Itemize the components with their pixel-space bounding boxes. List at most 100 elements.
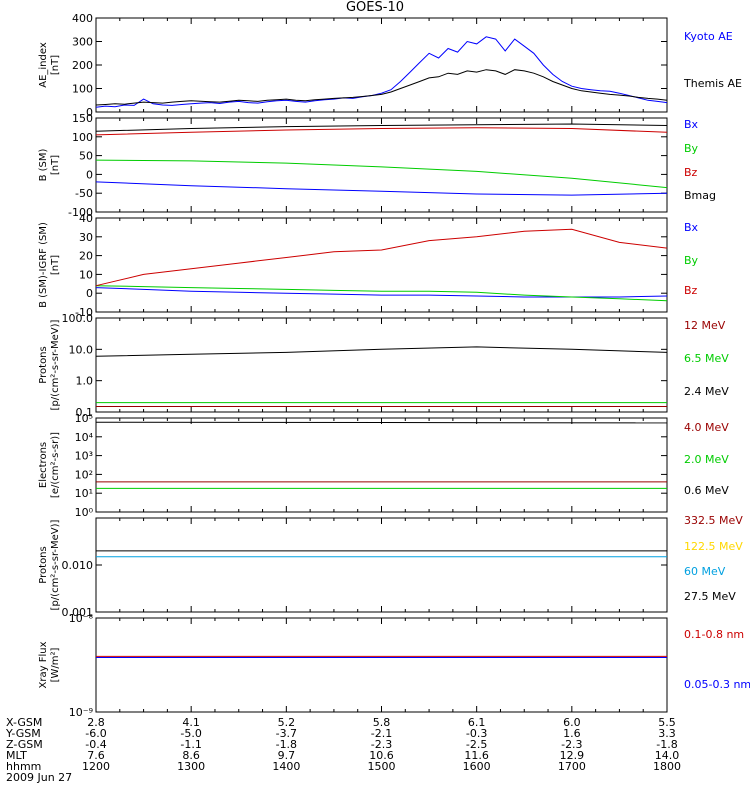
footer-cell: -3.7 xyxy=(276,727,297,740)
legend-label: 2.4 MeV xyxy=(684,385,729,398)
y-tick-label: 300 xyxy=(72,36,93,49)
panel-frame xyxy=(95,317,668,413)
legend-label: Bz xyxy=(684,166,698,179)
y-tick-label: 0 xyxy=(86,287,93,300)
y-tick-label: 10⁵ xyxy=(75,412,93,425)
panel-3: -10 0 10 20 30 40 B (SM)-IGRF (SM) [nT] Bx By Bz xyxy=(38,212,699,319)
legend-label: 27.5 MeV xyxy=(684,590,736,603)
legend-label: Themis AE xyxy=(683,77,742,90)
panel-1: 0 100 200 300 400 AE_index [nT] Kyoto AE Themis … xyxy=(38,12,742,119)
legend-label: 0.6 MeV xyxy=(684,484,729,497)
legend-label: 332.5 MeV xyxy=(684,514,743,527)
y-tick-label: 10³ xyxy=(75,450,93,463)
y-axis-label: Electrons [e/(cm²-s-sr)] xyxy=(38,432,61,498)
y-tick-label: 10 xyxy=(79,268,93,281)
series-line-themis-ae xyxy=(95,69,668,106)
footer-cell: 8.6 xyxy=(182,749,200,762)
y-axis-label-line: Protons xyxy=(38,546,49,583)
footer-date: 2009 Jun 27 xyxy=(6,771,72,784)
y-axis-label-line: [nT] xyxy=(50,155,61,175)
footer-cell: 5.2 xyxy=(278,716,296,729)
y-tick-label: 10⁻⁸ xyxy=(69,612,94,625)
y-tick-label: 30 xyxy=(79,231,93,244)
footer-cell: -1.8 xyxy=(656,738,677,751)
footer-cell: 4.1 xyxy=(182,716,200,729)
footer-cell: 1400 xyxy=(272,760,300,773)
y-tick-label: 200 xyxy=(72,59,93,72)
y-tick-label: 100.0 xyxy=(62,312,94,325)
footer-cell: 14.0 xyxy=(655,749,680,762)
footer-cell: 3.3 xyxy=(658,727,676,740)
footer-row-label: MLT xyxy=(6,749,27,762)
legend-label: Bx xyxy=(684,118,699,131)
footer-cell: -6.0 xyxy=(85,727,106,740)
legend-label: Bmag xyxy=(684,189,716,202)
footer-cell: 1800 xyxy=(653,760,681,773)
y-tick-label: -10 xyxy=(75,306,93,319)
series-line-0-6-mev xyxy=(95,421,668,424)
y-tick-label: 0.1 xyxy=(76,406,94,419)
footer-cell: 1500 xyxy=(368,760,396,773)
y-tick-label: 20 xyxy=(79,250,93,263)
y-axis-label: Protons [p/(cm²-s-sr-MeV)] xyxy=(38,519,61,610)
y-tick-label: 10² xyxy=(75,468,93,481)
footer-cell: 6.1 xyxy=(468,716,486,729)
series-line-bx xyxy=(95,287,668,298)
y-tick-label: -100 xyxy=(68,206,93,219)
y-axis-label: B (SM) [nT] xyxy=(38,148,61,181)
y-tick-label: 40 xyxy=(79,212,93,225)
y-axis-label-line: Protons xyxy=(38,346,49,383)
footer-cell: 1.6 xyxy=(563,727,581,740)
y-tick-label: 150 xyxy=(72,112,93,125)
y-tick-label: 0 xyxy=(86,168,93,181)
legend-label: 4.0 MeV xyxy=(684,421,729,434)
footer-cell: 1700 xyxy=(558,760,586,773)
y-tick-label: 0 xyxy=(86,106,93,119)
y-tick-label: 10¹ xyxy=(75,487,93,500)
footer-cell: -2.3 xyxy=(561,738,582,751)
footer-row-label: Z-GSM xyxy=(6,738,43,751)
y-tick-label: 0.001 xyxy=(62,606,94,619)
footer-cell: 9.7 xyxy=(278,749,296,762)
series-line-by xyxy=(95,285,668,302)
legend-label: 60 MeV xyxy=(684,565,726,578)
panel-frame xyxy=(95,417,668,513)
footer-cell: -2.3 xyxy=(371,738,392,751)
footer-cell: 11.6 xyxy=(464,749,489,762)
footer-cell: 12.9 xyxy=(560,749,585,762)
legend-label: Kyoto AE xyxy=(684,30,733,43)
y-axis-label-line: B (SM) xyxy=(38,148,49,181)
y-axis-label-line: AE_index xyxy=(38,42,49,88)
legend-label: Bx xyxy=(684,221,699,234)
y-axis-label-line: Xray Flux xyxy=(38,641,49,688)
y-axis-label-line: [nT] xyxy=(50,255,61,275)
panel-7: 10⁻⁹ 10⁻⁸ Xray Flux [W/m²] 0.1-0.8 nm 0.05-0.… xyxy=(38,612,750,719)
footer-cell: -0.3 xyxy=(466,727,487,740)
y-tick-label: 100 xyxy=(72,83,93,96)
y-tick-label: 100 xyxy=(72,131,93,144)
footer-cell: 5.8 xyxy=(373,716,391,729)
footer-cell: 5.5 xyxy=(658,716,676,729)
footer-cell: -5.0 xyxy=(180,727,201,740)
legend-label: 2.0 MeV xyxy=(684,453,729,466)
series-line-bmag xyxy=(95,123,668,132)
series-line-bx xyxy=(95,181,668,196)
series-line-by xyxy=(95,159,668,189)
footer-cell: -2.1 xyxy=(371,727,392,740)
footer-row-label: X-GSM xyxy=(6,716,42,729)
footer-cell: -1.8 xyxy=(276,738,297,751)
footer-cell: -0.4 xyxy=(85,738,106,751)
legend-label: 122.5 MeV xyxy=(684,540,743,553)
y-tick-label: 400 xyxy=(72,12,93,25)
y-axis-label: AE_index [nT] xyxy=(38,42,61,88)
series-line-bz xyxy=(95,127,668,136)
footer-cell: 2.8 xyxy=(87,716,105,729)
y-tick-label: 0.010 xyxy=(62,559,94,572)
legend-label: By xyxy=(684,142,699,155)
panel-frame xyxy=(95,517,668,613)
y-axis-label: B (SM)-IGRF (SM) [nT] xyxy=(38,222,61,308)
y-axis-label: Protons [p/(cm²-s-sr-MeV)] xyxy=(38,319,61,410)
series-line-bz xyxy=(95,228,668,287)
